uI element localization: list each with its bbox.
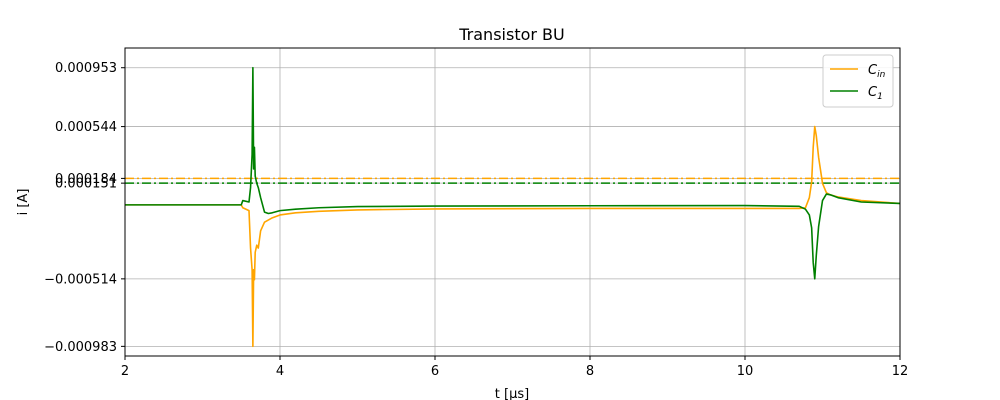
y-tick-label: 0.000953 [55,61,117,76]
x-tick-label: 6 [431,364,439,379]
x-axis-label: t [μs] [495,387,529,400]
x-tick-label: 12 [892,364,909,379]
series-line-c_1 [125,66,901,280]
x-tick-label: 4 [276,364,284,379]
chart-title: Transistor BU [458,25,564,44]
y-tick-label: 0.000151 [55,177,117,192]
x-tick-label: 8 [586,364,594,379]
legend-entry-label: Cin [868,63,886,80]
legend: Cin C1 [822,54,894,108]
reference-lines [125,177,900,184]
y-tick-label: 0.000184 [55,172,117,187]
y-tick-label: −0.000983 [44,340,117,355]
y-tick-label: −0.000514 [44,272,117,287]
legend-entry-label: C1 [868,85,883,102]
plot-area-frame [124,47,901,357]
series-line-c_in [125,125,901,348]
y-axis-label: i [A] [16,189,31,216]
x-tick-label: 2 [121,364,129,379]
series-lines [125,66,901,348]
x-tick-label: 10 [737,364,754,379]
y-tick-label: 0.000544 [55,120,117,135]
legend-box [822,54,894,108]
x-axis: 2 4 6 8 10 12 [121,356,908,379]
